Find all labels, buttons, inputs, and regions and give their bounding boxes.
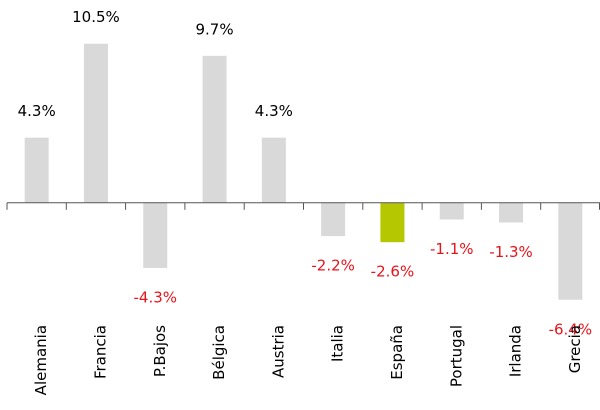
value-label: -2.6% (371, 263, 415, 281)
bar (380, 202, 405, 243)
x-tick-label: Portugal (447, 325, 465, 387)
bar (261, 137, 286, 203)
value-label: 10.5% (72, 8, 120, 26)
x-tick-label: Italia (329, 325, 347, 362)
x-tick-label: Bélgica (210, 325, 228, 380)
bar (83, 43, 108, 203)
x-tick-label: Austria (269, 325, 287, 378)
value-label: -4.3% (133, 288, 177, 306)
value-label: 4.3% (18, 102, 56, 120)
x-tick-label: Irlanda (507, 325, 525, 377)
value-label: -6.4% (549, 320, 593, 338)
x-tick-label: Grecia (566, 325, 584, 373)
value-label: -2.2% (311, 257, 355, 275)
bar (24, 137, 49, 203)
x-tick-label: Francia (91, 325, 109, 379)
value-label: 4.3% (255, 102, 293, 120)
bar (499, 202, 524, 223)
bar (439, 202, 464, 220)
x-tick-label: P.Bajos (151, 325, 169, 377)
x-tick-label: España (388, 325, 406, 380)
bar (202, 55, 227, 203)
x-tick-label: Alemania (32, 325, 50, 395)
value-label: 9.7% (195, 20, 233, 38)
bar (558, 202, 583, 300)
value-label: -1.1% (430, 240, 474, 258)
value-label: -1.3% (489, 243, 533, 261)
bar (321, 202, 346, 237)
bar (143, 202, 168, 268)
